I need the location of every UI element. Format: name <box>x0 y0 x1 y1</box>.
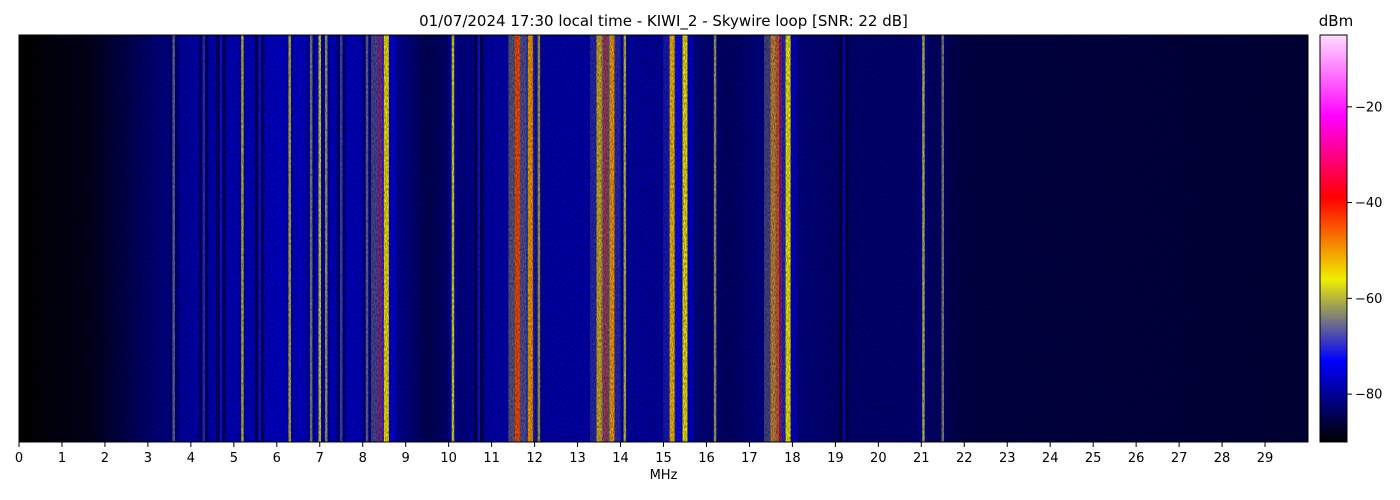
x-tick-label: 7 <box>316 451 324 466</box>
colorbar-unit-label: dBm <box>1318 12 1354 30</box>
x-tick-label: 29 <box>1257 451 1274 466</box>
x-tick-label: 5 <box>230 451 238 466</box>
colorbar-tick-label: −40 <box>1355 196 1382 211</box>
x-tick-label: 10 <box>440 451 457 466</box>
x-tick-label: 6 <box>273 451 281 466</box>
x-tick-label: 4 <box>187 451 195 466</box>
x-tick-label: 1 <box>58 451 66 466</box>
x-tick-label: 27 <box>1171 451 1188 466</box>
x-tick-label: 23 <box>999 451 1016 466</box>
x-tick-label: 20 <box>870 451 887 466</box>
x-tick-label: 13 <box>569 451 586 466</box>
x-tick-label: 15 <box>655 451 672 466</box>
x-tick-label: 25 <box>1085 451 1102 466</box>
x-tick-label: 11 <box>483 451 500 466</box>
x-tick-label: 21 <box>913 451 930 466</box>
x-tick-label: 12 <box>526 451 543 466</box>
x-tick-label: 17 <box>741 451 758 466</box>
x-tick-label: 2 <box>101 451 109 466</box>
x-tick-label: 14 <box>612 451 629 466</box>
x-tick-label: 8 <box>359 451 367 466</box>
x-tick-label: 26 <box>1128 451 1145 466</box>
x-tick-label: 3 <box>144 451 152 466</box>
x-tick-label: 0 <box>15 451 23 466</box>
x-tick-label: 22 <box>956 451 973 466</box>
x-tick-label: 16 <box>698 451 715 466</box>
x-tick-label: 9 <box>402 451 410 466</box>
colorbar-tick-label: −80 <box>1355 388 1382 403</box>
chart-title: 01/07/2024 17:30 local time - KIWI_2 - S… <box>419 12 908 30</box>
x-tick-label: 19 <box>827 451 844 466</box>
x-axis: 0 1 2 3 4 5 6 7 8 9 10 11 12 13 14 15 16 17 18 19 20 21 22 23 24… <box>15 442 1273 466</box>
plot-area <box>18 34 1309 443</box>
colorbar: −20 −40 −60 −80 <box>1319 34 1382 443</box>
colorbar-gradient <box>1319 34 1348 443</box>
x-tick-label: 28 <box>1214 451 1231 466</box>
colorbar-tick-label: −20 <box>1355 100 1382 115</box>
colorbar-tick-label: −60 <box>1355 292 1382 307</box>
x-axis-label: MHz <box>649 468 678 483</box>
x-tick-label: 24 <box>1042 451 1059 466</box>
x-tick-label: 18 <box>784 451 801 466</box>
noise-texture <box>19 35 1308 442</box>
